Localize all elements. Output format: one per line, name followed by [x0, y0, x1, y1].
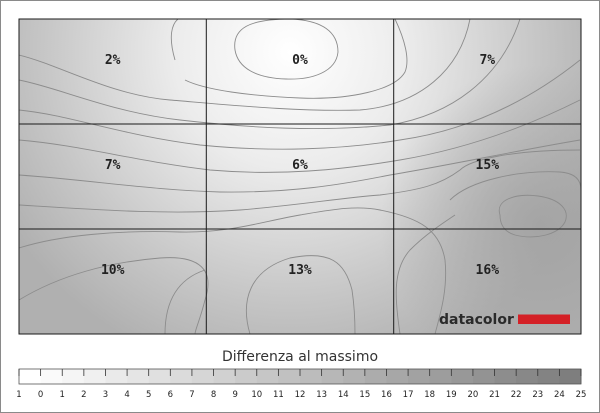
- scale-swatch: [343, 369, 366, 384]
- scale-swatch: [62, 369, 85, 384]
- scale-swatch: [40, 369, 63, 384]
- scale-tick-label: 19: [446, 390, 457, 400]
- scale-tick-label: 15: [359, 390, 370, 400]
- datacolor-logo: datacolor: [439, 312, 570, 328]
- heatmap-background: [19, 19, 581, 334]
- scale-swatch: [19, 369, 42, 384]
- scale-swatch: [105, 369, 128, 384]
- scale-tick-label: 10: [251, 390, 262, 400]
- scale-swatch: [472, 369, 495, 384]
- scale-tick-label: 9: [232, 390, 237, 400]
- scale-swatch: [300, 369, 323, 384]
- scale-tick-label: 25: [576, 390, 587, 400]
- scale-swatch: [235, 369, 258, 384]
- scale-tick-label: 11: [273, 390, 284, 400]
- scale-swatch: [386, 369, 409, 384]
- scale-tick-label: 14: [338, 390, 349, 400]
- scale-tick-label: 17: [403, 390, 414, 400]
- scale-tick-label: 23: [532, 390, 543, 400]
- scale-swatch: [148, 369, 171, 384]
- scale-swatch: [191, 369, 214, 384]
- scale-tick-label: 8: [211, 390, 216, 400]
- scale-tick-label: 20: [468, 390, 479, 400]
- cell-value-r1-c0: 7%: [105, 158, 121, 173]
- scale-swatch: [278, 369, 301, 384]
- scale-swatch: [213, 369, 236, 384]
- scale-tick-label: 6: [168, 390, 173, 400]
- cell-value-r0-c1: 0%: [292, 53, 308, 68]
- scale-tick-label: 21: [489, 390, 500, 400]
- contour-lines: [19, 19, 581, 334]
- scale-swatch: [516, 369, 539, 384]
- cell-value-r2-c1: 13%: [288, 263, 312, 278]
- scale-swatch: [83, 369, 106, 384]
- scale-swatch: [494, 369, 517, 384]
- cell-value-r0-c2: 7%: [479, 53, 495, 68]
- scale-swatch: [170, 369, 193, 384]
- logo-accent-bar: [518, 314, 570, 324]
- scale-tick-label: 5: [146, 390, 151, 400]
- scale-tick-label: 3: [103, 390, 108, 400]
- scale-swatch: [364, 369, 387, 384]
- scale-tick-label: 1: [16, 390, 21, 400]
- logo-text: datacolor: [439, 312, 514, 328]
- cell-value-r1-c1: 6%: [292, 158, 308, 173]
- cell-value-r1-c2: 15%: [476, 158, 500, 173]
- scale-tick-label: 4: [124, 390, 129, 400]
- scale-tick-label: 13: [316, 390, 327, 400]
- scale-tick-label: 0: [38, 390, 43, 400]
- scale-swatch: [451, 369, 474, 384]
- scale-title: Differenza al massimo: [222, 349, 378, 365]
- scale-swatch: [127, 369, 150, 384]
- cell-value-r2-c2: 16%: [476, 263, 500, 278]
- scale-tick-label: 22: [511, 390, 522, 400]
- scale-tick-label: 1: [60, 390, 65, 400]
- cell-value-r0-c0: 2%: [105, 53, 121, 68]
- scale-swatch: [256, 369, 279, 384]
- scale-tick-label: 12: [295, 390, 306, 400]
- scale-swatch: [537, 369, 560, 384]
- scale-tick-label: 18: [424, 390, 435, 400]
- color-scale: 1 0 1 2 3 4 5 6 7 8 9 10 11 12 13 14 15 16 17 18 19 20 21 22 23 2…: [16, 368, 587, 400]
- cell-labels: 2% 0% 7% 7% 6% 15% 10% 13% 16%: [101, 53, 499, 278]
- scale-swatch: [408, 369, 431, 384]
- scale-swatch: [429, 369, 452, 384]
- grid-lines: [18, 18, 582, 335]
- scale-swatch: [321, 369, 344, 384]
- scale-swatch: [559, 369, 582, 384]
- cell-value-r2-c0: 10%: [101, 263, 125, 278]
- scale-tick-label: 16: [381, 390, 392, 400]
- scale-tick-label: 24: [554, 390, 565, 400]
- scale-tick-label: 7: [189, 390, 194, 400]
- scale-tick-label: 2: [81, 390, 86, 400]
